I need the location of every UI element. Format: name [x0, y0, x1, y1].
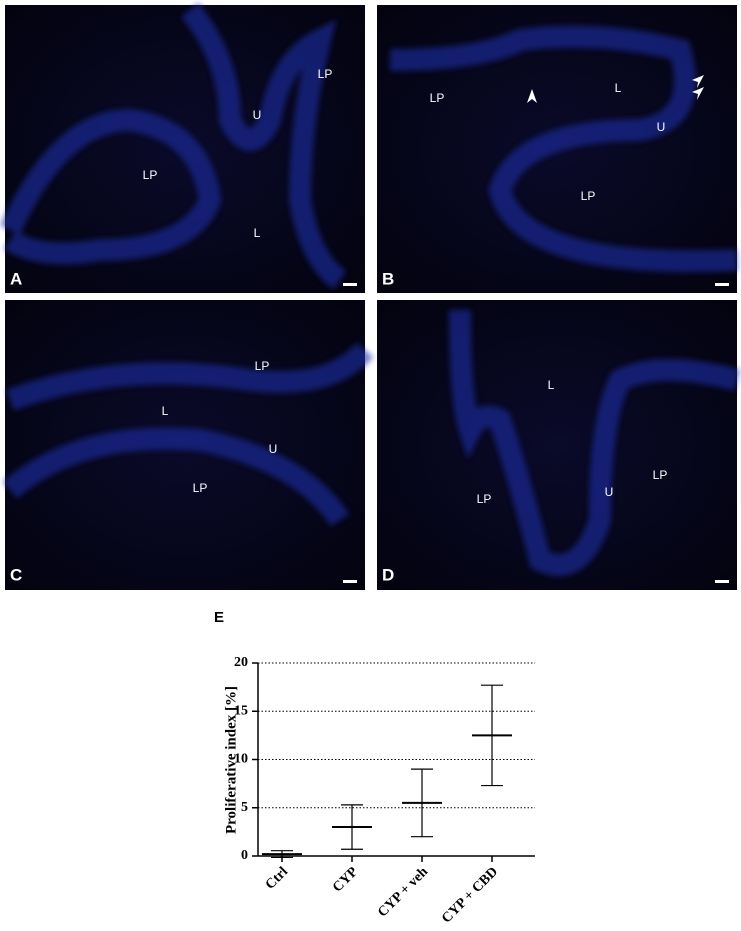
arrowheads — [527, 75, 704, 103]
y-axis-label: Proliferative index [%] — [223, 686, 239, 834]
chart: E Proliferative index [%] 0 5 10 15 20 Ctrl CY… — [214, 609, 535, 926]
scale-bar — [715, 580, 729, 583]
arrowhead — [527, 89, 537, 103]
tissue-label: L — [254, 226, 261, 240]
panel-letter: D — [382, 565, 394, 584]
arrowhead — [692, 75, 704, 88]
panel-letter: B — [382, 269, 394, 288]
x-tick-label: CYP + veh — [375, 864, 431, 920]
scale-bars — [343, 283, 729, 583]
tissue-label: LP — [430, 91, 445, 105]
x-tick-label: CYP — [330, 864, 361, 895]
tissue-label: LP — [193, 481, 208, 495]
scale-bar — [343, 580, 357, 583]
tissue-label: U — [657, 120, 666, 134]
tissue-label: LP — [653, 468, 668, 482]
tissue-label: U — [605, 485, 614, 499]
tissue-label: U — [269, 442, 278, 456]
micrographs: A LP U LP L B LP L U LP C LP L U LP D L LP LP U — [0, 3, 740, 590]
tissue-label: U — [253, 108, 262, 122]
tissue-label: L — [548, 378, 555, 392]
tissue-label: L — [615, 81, 622, 95]
y-tick-label: 15 — [234, 703, 248, 718]
panel-letter: C — [10, 565, 22, 584]
tissue-label: LP — [255, 359, 270, 373]
tissue-label: LP — [143, 168, 158, 182]
tissue-label: LP — [477, 492, 492, 506]
x-tick-label: Ctrl — [263, 864, 291, 892]
y-tick-label: 20 — [234, 655, 248, 670]
panel-letter: A — [10, 269, 22, 288]
tissue-epithelium — [0, 3, 740, 576]
tissue-label: LP — [581, 189, 596, 203]
panel-letter: E — [214, 609, 224, 626]
x-tick-label: CYP + CBD — [439, 864, 501, 926]
micrograph-d — [377, 300, 737, 590]
y-tick-label: 10 — [234, 752, 248, 767]
scale-bar — [715, 283, 729, 286]
tissue-label: L — [162, 404, 169, 418]
y-tick-label: 5 — [241, 800, 248, 815]
scale-bar — [343, 283, 357, 286]
tissue-label: LP — [318, 67, 333, 81]
y-tick-label: 0 — [241, 848, 248, 863]
arrowhead — [692, 87, 704, 100]
